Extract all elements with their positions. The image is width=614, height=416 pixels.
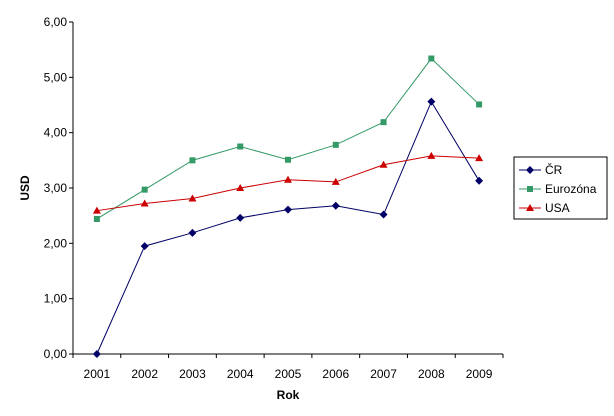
x-tick-label: 2009 [466,367,493,381]
legend-label: Eurozóna [545,182,597,196]
data-point [188,194,197,202]
legend-marker [526,166,534,174]
legend-label: USA [545,201,570,215]
y-tick-label: 0,00 [44,347,68,361]
series-2 [92,151,484,214]
legend-label: ČR [545,162,563,177]
data-point [285,156,291,163]
y-tick-label: 6,00 [44,15,68,29]
y-tick-label: 3,00 [44,181,68,195]
x-tick-label: 2008 [418,367,445,381]
x-tick-label: 2004 [227,367,254,381]
x-axis-title: Rok [277,388,300,402]
legend-entry: ČR [519,162,563,177]
y-tick-label: 2,00 [44,236,68,250]
series-layer [92,55,484,358]
x-tick-label: 2003 [179,367,206,381]
data-point [331,201,340,210]
data-point [140,242,149,251]
data-point [475,176,484,185]
x-tick-label: 2001 [84,367,111,381]
data-point [140,199,149,207]
data-point [427,151,436,159]
y-axis-ticks: 0,00 1,00 2,00 3,00 4,00 5,00 6,00 [44,15,73,361]
y-axis-title: USD [18,175,32,201]
x-tick-label: 2002 [131,367,158,381]
legend-entry: Eurozóna [519,182,597,196]
series-1 [93,55,483,222]
data-point [332,141,339,148]
data-point [93,215,100,222]
legend-marker [526,204,534,211]
data-point [284,175,292,183]
data-point [331,177,340,185]
x-tick-label: 2005 [275,367,302,381]
x-axis-ticks: 2001 2002 2003 2004 2005 2006 2007 2008 2009 [72,354,504,381]
data-point [476,101,483,108]
series-0 [92,97,484,358]
data-point [428,55,435,62]
series-line [96,57,480,220]
data-point [236,184,245,191]
legend-marker [527,186,533,192]
data-point [237,143,244,150]
y-tick-label: 4,00 [44,126,68,140]
data-point [379,160,388,168]
data-point [475,154,484,162]
data-point [141,186,148,193]
data-point [380,119,387,126]
x-tick-label: 2007 [370,367,397,381]
data-point [188,228,197,237]
series-line [96,100,480,355]
plot-area [72,22,503,355]
legend: ČR Eurozóna USA [513,156,608,220]
data-point [379,210,388,219]
data-point [92,350,101,358]
data-point [427,97,436,106]
y-tick-label: 1,00 [44,292,68,306]
data-point [189,157,196,164]
y-tick-label: 5,00 [44,70,68,84]
data-point [284,205,292,214]
legend-entry: USA [519,201,570,215]
data-point [92,206,101,214]
data-point [236,213,245,222]
x-tick-label: 2006 [322,367,349,381]
